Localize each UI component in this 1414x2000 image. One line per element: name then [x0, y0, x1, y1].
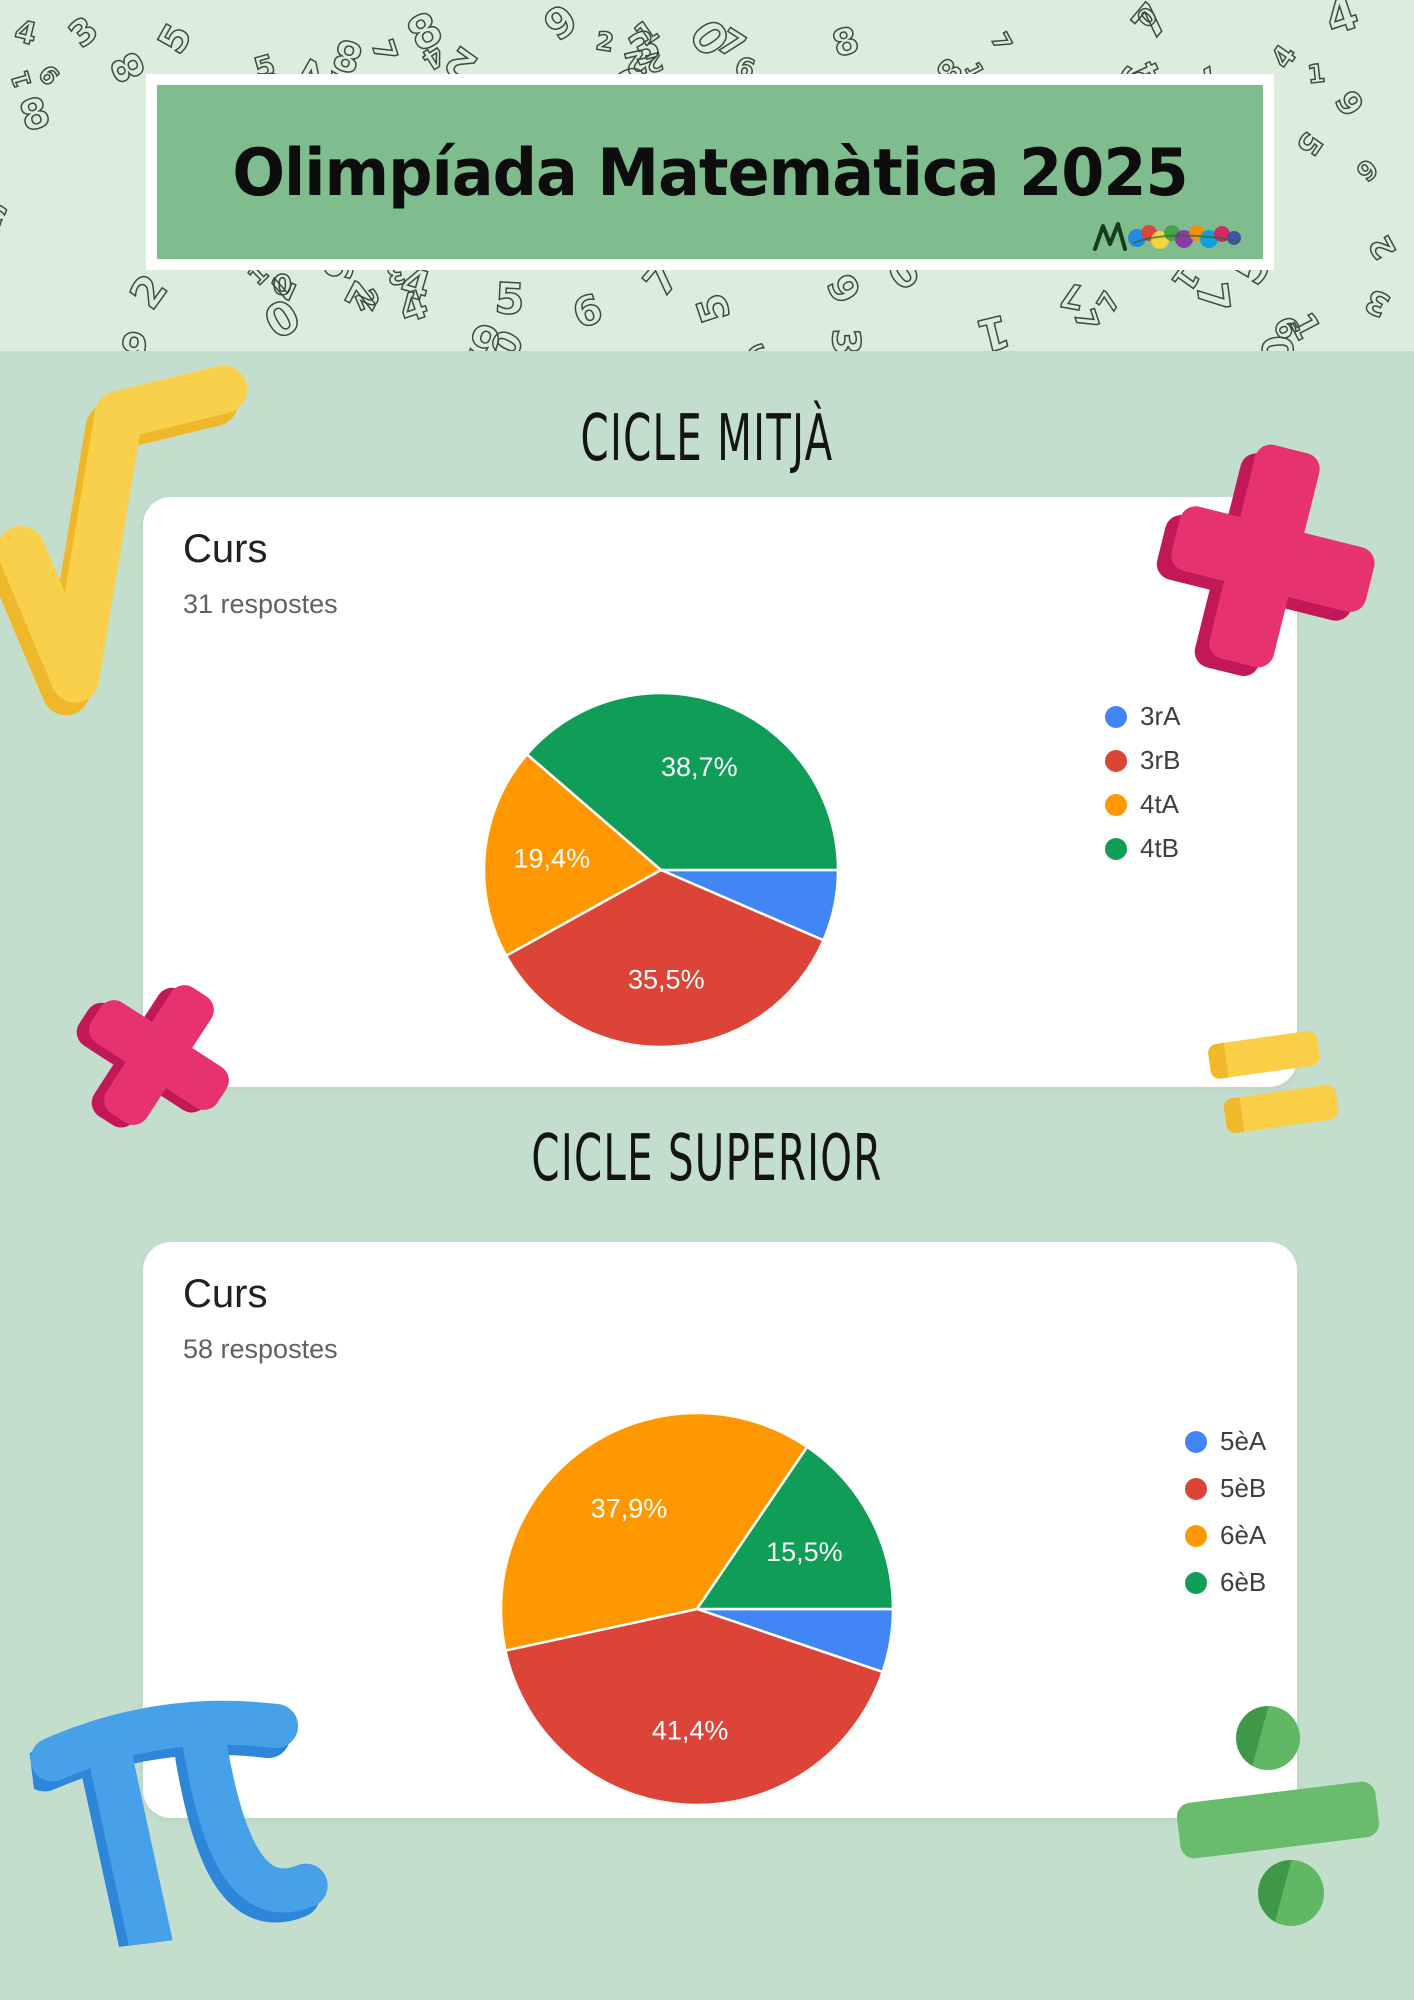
pie-svg: 35,5% 19,4% 38,7% — [482, 691, 840, 1049]
pie-slice-6èB — [695, 1445, 895, 1611]
doodle-digit: 3 — [824, 328, 869, 351]
legend-item-3rA: 3rA — [1105, 701, 1180, 732]
pie-slice-label: 35,5% — [628, 965, 705, 995]
legend-bullet — [1185, 1477, 1207, 1500]
doodle-digit: 0 — [254, 287, 308, 349]
legend-label: 4tB — [1140, 833, 1180, 863]
doodle-digit: 9 — [566, 283, 607, 336]
doodle-digit: 2 — [594, 26, 616, 58]
doodle-digit: 5 — [149, 16, 200, 61]
divide-icon — [1175, 1698, 1381, 1928]
pie-slice-label: 15,5% — [766, 1537, 843, 1567]
pie-slice-label: 19,4% — [514, 844, 591, 874]
legend-item-6èA: 6èA — [1185, 1520, 1266, 1551]
doodle-digit: 3 — [740, 335, 776, 351]
card-subtitle: 58 respostes — [183, 1334, 338, 1364]
legend-label: 5èB — [1220, 1473, 1267, 1503]
legend-bullet — [1105, 793, 1127, 816]
doodle-digit: 8 — [828, 19, 864, 65]
doodle-digit: 7 — [1123, 0, 1180, 49]
doodle-digit: 1 — [6, 67, 37, 91]
doodle-digit: 3 — [61, 9, 106, 56]
doodle-digit: 4 — [1319, 0, 1365, 46]
doodle-digit: 5 — [688, 287, 740, 328]
title-banner-frame: Olimpíada Matemàtica 2025 — [146, 74, 1274, 270]
legend-bullet — [1105, 749, 1127, 772]
doodle-digit: 0 — [1252, 334, 1303, 351]
legend-label: 5èA — [1220, 1426, 1267, 1456]
legend-item-6èB: 6èB — [1185, 1567, 1266, 1598]
legend-label: 6èA — [1220, 1520, 1267, 1550]
doodle-digit: 4 — [11, 14, 40, 53]
doodle-digit: 1 — [972, 304, 1015, 351]
chart-card-cicle-superior: Curs 58 respostes 41,4% 37,9% 15,5% 5èA 5èB… — [143, 1242, 1297, 1818]
card-title: Curs — [183, 1272, 268, 1316]
pie-chart-cicle-mitja: 35,5% 19,4% 38,7% — [471, 680, 851, 1065]
section-heading-cicle-superior: CICLE SUPERIOR — [531, 1122, 883, 1196]
legend-item-5èB: 5èB — [1185, 1473, 1266, 1504]
legend-item-5èA: 5èA — [1185, 1426, 1266, 1457]
doodle-digit: 2 — [120, 265, 177, 317]
section-heading-cicle-mitja: CICLE MITJÀ — [580, 402, 834, 476]
legend-item-4tB: 4tB — [1105, 833, 1180, 864]
pie-slice-4tA — [482, 753, 663, 957]
card-subtitle: 31 respostes — [183, 589, 338, 619]
legend-bullet — [1185, 1430, 1207, 1453]
pie-slice-4tB — [525, 691, 840, 872]
card-title: Curs — [183, 527, 268, 571]
doodle-digit: 4 — [1264, 38, 1303, 74]
doodle-digit: 9 — [1352, 154, 1385, 188]
legend: 5èA 5èB 6èA 6èB — [1185, 1426, 1266, 1614]
legend-bullet — [1185, 1524, 1207, 1547]
doodle-digit: 6 — [1328, 83, 1372, 122]
pie-slice-label: 37,9% — [591, 1493, 668, 1523]
doodle-digit: 7 — [364, 36, 404, 67]
square-root-icon — [0, 365, 248, 716]
doodle-digit: 5 — [0, 192, 13, 242]
legend-item-4tA: 4tA — [1105, 789, 1180, 820]
legend-label: 3rA — [1140, 701, 1181, 731]
legend-label: 3rB — [1140, 745, 1181, 775]
doodle-digit: 7 — [985, 28, 1018, 56]
pie-slice-label: 41,4% — [652, 1715, 729, 1745]
legend-bullet — [1105, 837, 1127, 860]
legend-bullet — [1105, 705, 1127, 728]
page-title: Olimpíada Matemàtica 2025 — [232, 133, 1188, 211]
pie-chart-cicle-superior: 41,4% 37,9% 15,5% — [492, 1404, 902, 1819]
doodle-digit: 9 — [33, 59, 65, 90]
title-banner: Olimpíada Matemàtica 2025 — [157, 85, 1263, 259]
legend-label: 4tA — [1140, 789, 1180, 819]
doodle-digit: 5 — [1290, 126, 1330, 162]
pie-svg: 41,4% 37,9% 15,5% — [499, 1411, 895, 1807]
pie-slice-6èA — [499, 1411, 809, 1652]
equals-icon — [1206, 1028, 1344, 1139]
pi-icon — [23, 1700, 328, 1955]
doodle-digit: 1 — [1306, 58, 1327, 89]
doodle-digit: 6 — [117, 321, 151, 351]
doodle-digit: 6 — [819, 266, 870, 310]
doodle-digit: 7 — [338, 275, 392, 321]
pie-slice-3rB — [504, 868, 825, 1049]
doodle-digit: 9 — [535, 0, 586, 50]
legend-bullet — [1185, 1571, 1207, 1594]
doodle-digit: 5 — [493, 274, 525, 326]
school-logo — [1093, 222, 1241, 251]
pie-slice-label: 38,7% — [661, 752, 738, 782]
doodle-digit: 2 — [1363, 229, 1404, 264]
legend-label: 6èB — [1220, 1567, 1267, 1597]
legend: 3rA 3rB 4tA 4tB — [1105, 701, 1180, 877]
plus-icon-large — [1147, 427, 1397, 699]
doodle-digit: 0 — [273, 270, 293, 301]
doodle-digit: 3 — [1359, 281, 1396, 325]
pie-slice-5èB — [504, 1607, 884, 1807]
doodle-digit: 8 — [14, 87, 56, 141]
doodle-digit: 7 — [1187, 280, 1239, 315]
legend-item-3rB: 3rB — [1105, 745, 1180, 776]
chart-card-cicle-mitja: Curs 31 respostes 35,5% 19,4% 38,7% 3rA 3rB… — [143, 497, 1297, 1087]
